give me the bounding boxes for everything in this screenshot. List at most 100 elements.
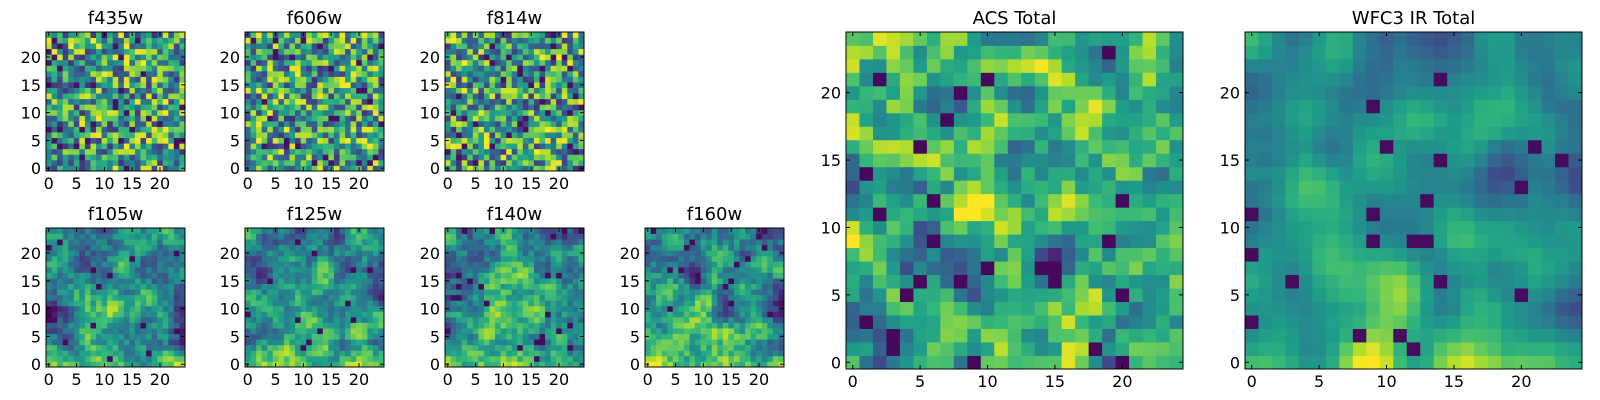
heatmap-cell (140, 48, 147, 55)
heatmap-cell (306, 250, 313, 257)
heatmap-cell (118, 159, 125, 166)
heatmap-cell (450, 322, 457, 329)
heatmap-cell (84, 93, 91, 100)
heatmap-cell (550, 70, 557, 77)
heatmap-cell (683, 350, 690, 357)
heatmap-cell (311, 104, 318, 111)
heatmap-cell (96, 43, 102, 50)
heatmap-cell (96, 289, 102, 296)
heatmap-cell (545, 32, 552, 38)
heatmap-cell (378, 148, 385, 155)
heatmap-cell (683, 361, 690, 368)
heatmap-cell (289, 54, 296, 61)
heatmap-cell (533, 283, 540, 290)
heatmap-cell (367, 239, 374, 246)
heatmap-cell (695, 328, 701, 335)
heatmap-cell (367, 244, 374, 251)
heatmap-cell (511, 278, 518, 284)
heatmap-cell (859, 274, 874, 289)
heatmap-cell (467, 93, 474, 100)
heatmap-cell (778, 350, 785, 357)
heatmap-cell (561, 244, 568, 251)
heatmap-cell (767, 294, 774, 301)
heatmap-cell (567, 98, 574, 105)
heatmap-cell (445, 59, 451, 66)
heatmap-cell (561, 266, 568, 273)
heatmap-cell (678, 316, 685, 323)
heatmap-cell (73, 305, 80, 312)
heatmap-cell (550, 32, 557, 38)
heatmap-cell (561, 255, 568, 262)
heatmap-cell (261, 70, 268, 77)
heatmap-cell (378, 255, 385, 262)
heatmap-cell (62, 104, 69, 111)
heatmap-cell (1048, 220, 1063, 235)
heatmap-cell (278, 339, 285, 346)
heatmap-cell (256, 239, 263, 246)
heatmap-cell (372, 250, 379, 257)
heatmap-cell (179, 93, 186, 100)
heatmap-cell (90, 361, 97, 368)
heatmap-cell (261, 244, 268, 251)
heatmap-cell (445, 272, 451, 279)
heatmap-cell (168, 154, 175, 161)
heatmap-cell (483, 239, 490, 246)
heatmap-cell (46, 48, 52, 55)
heatmap-cell (739, 272, 746, 279)
heatmap-cell (96, 361, 102, 368)
heatmap-cell (140, 70, 147, 77)
heatmap-cell (672, 255, 679, 262)
heatmap-cell (51, 109, 58, 116)
heatmap-cell (556, 339, 563, 346)
heatmap-cell (550, 48, 557, 55)
heatmap-cell (367, 233, 374, 240)
heatmap-cell (683, 244, 690, 251)
heatmap-cell (495, 87, 501, 94)
heatmap-cell (500, 82, 507, 88)
heatmap-cell (561, 37, 568, 44)
heatmap-cell (84, 43, 91, 50)
heatmap-cell (278, 37, 285, 44)
heatmap-cell (333, 311, 340, 318)
heatmap-cell (356, 120, 363, 127)
heatmap-cell (322, 283, 329, 290)
heatmap-cell (96, 165, 102, 172)
heatmap-cell (1102, 301, 1116, 316)
heatmap-cell (517, 328, 524, 335)
heatmap-cell (73, 148, 80, 155)
heatmap-cell (73, 244, 80, 251)
heatmap-cell (245, 289, 251, 296)
heatmap-cell (572, 48, 579, 55)
heatmap-cell (656, 355, 663, 362)
heatmap-cell (322, 316, 329, 323)
heatmap-cell (495, 65, 501, 72)
heatmap-cell (112, 148, 119, 155)
heatmap-cell (345, 294, 352, 301)
heatmap-cell (272, 132, 279, 139)
heatmap-cell (173, 294, 180, 301)
heatmap-cell (322, 244, 329, 251)
heatmap-cell (283, 283, 290, 290)
heatmap-cell (311, 278, 318, 284)
heatmap-cell (179, 261, 186, 268)
heatmap-cell (495, 154, 501, 161)
heatmap-cell (533, 350, 540, 357)
heatmap-cell (728, 250, 735, 257)
heatmap-cell (289, 76, 296, 83)
heatmap-cell (650, 233, 657, 240)
heatmap-cell (361, 278, 368, 284)
heatmap-cell (456, 104, 463, 111)
heatmap-cell (940, 180, 955, 195)
heatmap-cell (367, 350, 374, 357)
heatmap-cell (1115, 315, 1130, 329)
heatmap-cell (134, 333, 141, 340)
heatmap-cell (151, 261, 158, 268)
heatmap-cell (378, 87, 385, 94)
heatmap-cell (456, 289, 463, 296)
heatmap-cell (68, 355, 75, 362)
heatmap-cell (1021, 342, 1036, 356)
heatmap-cell (683, 278, 690, 284)
x-tick-label: 0 (243, 370, 253, 389)
heatmap-cell (84, 361, 91, 368)
